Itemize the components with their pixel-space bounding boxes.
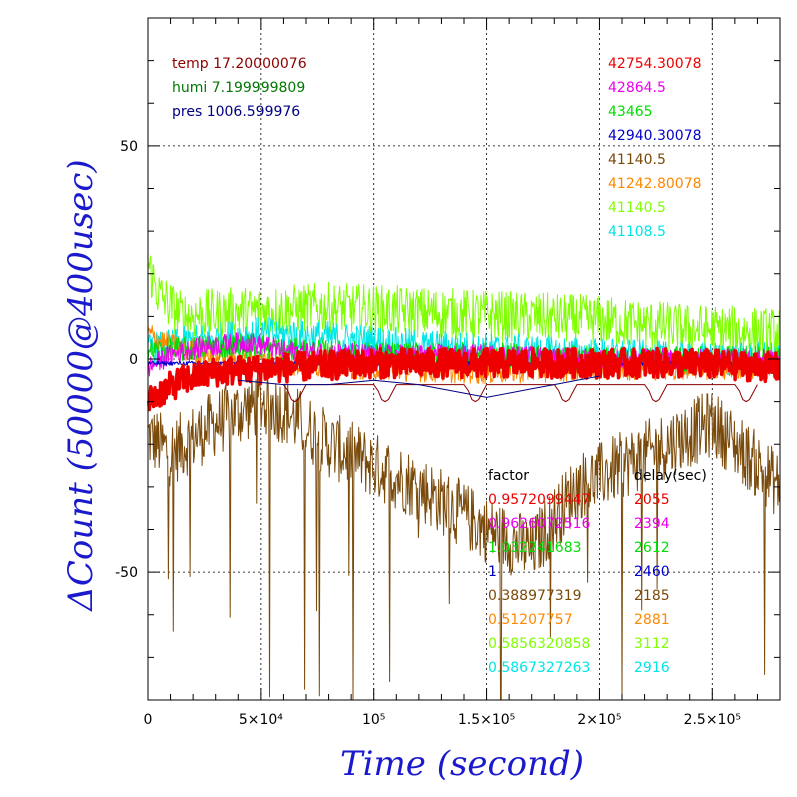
series-delay: 2185 [634,588,670,604]
env-legend-entry: pres 1006.599976 [172,104,300,120]
series-legend-entry: 43465 [608,104,653,120]
series-legend-entry: 42754.30078 [608,56,702,72]
x-tick-label: 2×10⁵ [577,712,621,728]
series-line [146,346,781,412]
series-legend-entry: 42940.30078 [608,128,702,144]
env-legend-entry: temp 17.20000076 [172,56,307,72]
series-factor: 0.5867327263 [488,660,590,676]
series-factor: 0.9626072516 [488,516,591,532]
series-delay: 2881 [634,612,670,628]
x-tick-label: 2.5×10⁵ [684,712,741,728]
series-delay: 2394 [634,516,670,532]
delay-header: delay(sec) [634,468,707,484]
y-tick-label: 50 [120,139,138,155]
x-tick-label: 0 [144,712,153,728]
factor-header: factor [488,468,529,484]
series-factor: 0.51207757 [488,612,573,628]
x-tick-label: 10⁵ [362,712,385,728]
env-curve [282,384,758,403]
env-curve [238,375,600,398]
ticks [147,17,781,701]
legends: temp 17.20000076 humi 7.199999809 pres 100… [172,56,707,676]
series-legend-entry: 42864.5 [608,80,666,96]
x-axis-title: Time (second) [340,744,584,784]
series-factor: 0.5856320858 [488,636,590,652]
series-legend-entry: 41242.80078 [608,176,702,192]
series-legend-entry: 41140.5 [608,152,666,168]
series-factor: 0.9572099447 [488,492,590,508]
series-delay: 2612 [634,540,670,556]
series-factor: 1.032241683 [488,540,582,556]
series-legend-entry: 41108.5 [608,224,666,240]
series-delay: 3112 [634,636,670,652]
x-tick-label: 5×10⁴ [239,712,283,728]
series-factor: 0.388977319 [488,588,582,604]
series-delay: 2460 [634,564,670,580]
series-delay: 2055 [634,492,670,508]
y-axis-title: ΔCount (50000@400usec) [61,159,101,612]
series-layer [146,255,781,701]
series-delay: 2916 [634,660,670,676]
tick-labels: 0 5×10⁴ 10⁵ 1.5×10⁵ 2×10⁵ 2.5×10⁵ 50 0 -50 [115,139,741,728]
x-tick-label: 1.5×10⁵ [458,712,515,728]
series-legend-entry: 41140.5 [608,200,666,216]
series-factor: 1 [488,564,497,580]
series-line [147,369,780,701]
env-legend-entry: humi 7.199999809 [172,80,305,96]
y-tick-label: -50 [115,565,138,581]
y-tick-label: 0 [129,352,138,368]
series-line [147,255,780,359]
env-curves-layer [238,375,758,403]
